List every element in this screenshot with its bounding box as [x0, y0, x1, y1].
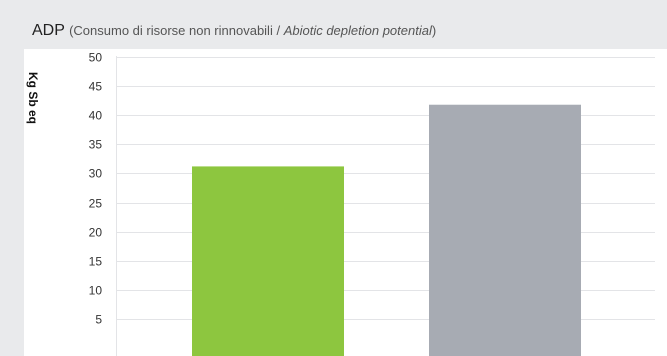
bar-1: [192, 166, 344, 356]
title-main: ADP: [32, 22, 65, 39]
y-tick-label: 35: [89, 138, 103, 152]
chart-title: ADP (Consumo di risorse non rinnovabili …: [32, 22, 436, 40]
y-tick-label: 5: [95, 313, 102, 327]
y-tick-label: 15: [89, 255, 103, 269]
y-tick-label: 25: [89, 197, 103, 211]
y-tick-label: 10: [89, 284, 103, 298]
title-italic: Abiotic depletion potential: [283, 23, 432, 38]
title-close: ): [431, 23, 437, 38]
y-tick-label: 50: [89, 51, 103, 65]
y-tick-label: 30: [89, 167, 103, 181]
bar-2: [429, 104, 581, 356]
title-rest: (Consumo di risorse non rinnovabili /: [69, 23, 284, 38]
y-tick-label: 45: [89, 80, 103, 94]
y-tick-label: 20: [89, 226, 103, 240]
y-tick-label: 40: [89, 109, 103, 123]
